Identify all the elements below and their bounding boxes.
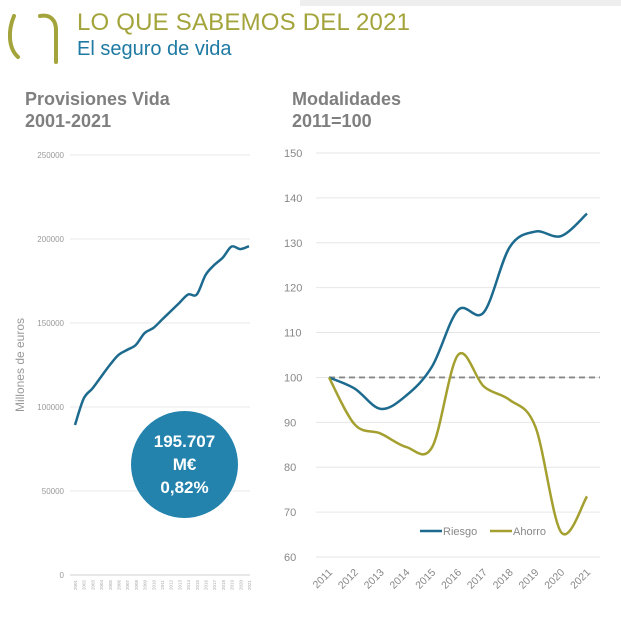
y-tick-label: 90 xyxy=(284,417,296,429)
logo-icon xyxy=(7,13,58,64)
page-title: LO QUE SABEMOS DEL 2021 xyxy=(77,9,411,36)
x-tick-label: 2015 xyxy=(195,580,200,591)
x-tick-label: 2003 xyxy=(90,580,95,591)
y-tick-label: 130 xyxy=(284,238,302,250)
y-tick-label: 60 xyxy=(284,552,296,564)
x-tick-label: 2012 xyxy=(169,580,174,591)
x-tick-label: 2013 xyxy=(177,580,182,591)
x-tick-label: 2001 xyxy=(73,580,78,591)
provisiones-line xyxy=(73,245,250,426)
x-tick-label: 2016 xyxy=(439,567,464,592)
y-tick-label: 70 xyxy=(284,507,296,519)
x-tick-label: 2014 xyxy=(388,567,413,592)
left-chart-title: Provisiones Vida 2001-2021 xyxy=(25,89,170,131)
page-subtitle: El seguro de vida xyxy=(77,38,232,60)
top-banner xyxy=(300,0,621,6)
legend-label-riesgo: Riesgo xyxy=(443,526,477,538)
legend-label-ahorro: Ahorro xyxy=(513,526,546,538)
y-tick-label: 150000 xyxy=(37,319,64,328)
y-tick-label: 100000 xyxy=(37,403,64,412)
bubble-value: 195.707 xyxy=(153,432,216,451)
y-tick-label: 120 xyxy=(284,283,302,295)
x-tick-label: 2019 xyxy=(230,580,235,591)
x-tick-label: 2007 xyxy=(125,580,130,591)
x-tick-label: 2018 xyxy=(491,567,516,592)
bubble-change: 0,82% xyxy=(160,478,209,497)
x-tick-label: 2002 xyxy=(82,580,87,591)
x-tick-label: 2004 xyxy=(99,580,104,591)
y-tick-label: 200000 xyxy=(37,235,64,244)
y-tick-label: 110 xyxy=(284,328,302,340)
y-tick-label: 250000 xyxy=(37,151,64,160)
x-tick-label: 2021 xyxy=(568,567,593,592)
series-line-riesgo xyxy=(328,212,588,411)
y-tick-label: 100 xyxy=(284,372,302,384)
x-tick-label: 2009 xyxy=(143,580,148,591)
y-tick-label: 140 xyxy=(284,193,302,205)
y-axis-label: Millones de euros xyxy=(13,318,27,412)
x-tick-label: 2018 xyxy=(221,580,226,591)
x-tick-label: 2005 xyxy=(108,580,113,591)
y-tick-label: 80 xyxy=(284,462,296,474)
x-tick-label: 2014 xyxy=(186,580,191,591)
x-tick-label: 2006 xyxy=(117,580,122,591)
bubble-unit: M€ xyxy=(172,455,197,474)
x-tick-label: 2011 xyxy=(311,567,336,592)
x-tick-label: 2008 xyxy=(134,580,139,591)
y-tick-label: 50000 xyxy=(42,487,65,496)
y-tick-label: 0 xyxy=(60,571,65,580)
x-tick-label: 2011 xyxy=(160,580,165,590)
x-tick-label: 2020 xyxy=(542,567,567,592)
series-line-ahorro xyxy=(327,351,589,536)
x-tick-label: 2013 xyxy=(362,567,387,592)
y-tick-label: 150 xyxy=(284,148,302,160)
x-tick-label: 2015 xyxy=(413,567,438,592)
x-tick-label: 2017 xyxy=(465,567,490,592)
x-tick-label: 2020 xyxy=(238,580,243,591)
total-bubble: 195.707 M€ 0,82% xyxy=(131,411,238,518)
right-chart-title: Modalidades 2011=100 xyxy=(292,89,402,131)
x-tick-label: 2016 xyxy=(204,580,209,591)
x-tick-label: 2010 xyxy=(151,580,156,591)
x-tick-label: 2021 xyxy=(247,580,252,591)
x-tick-label: 2019 xyxy=(517,567,542,592)
x-tick-label: 2017 xyxy=(212,580,217,591)
x-tick-label: 2012 xyxy=(336,567,361,592)
